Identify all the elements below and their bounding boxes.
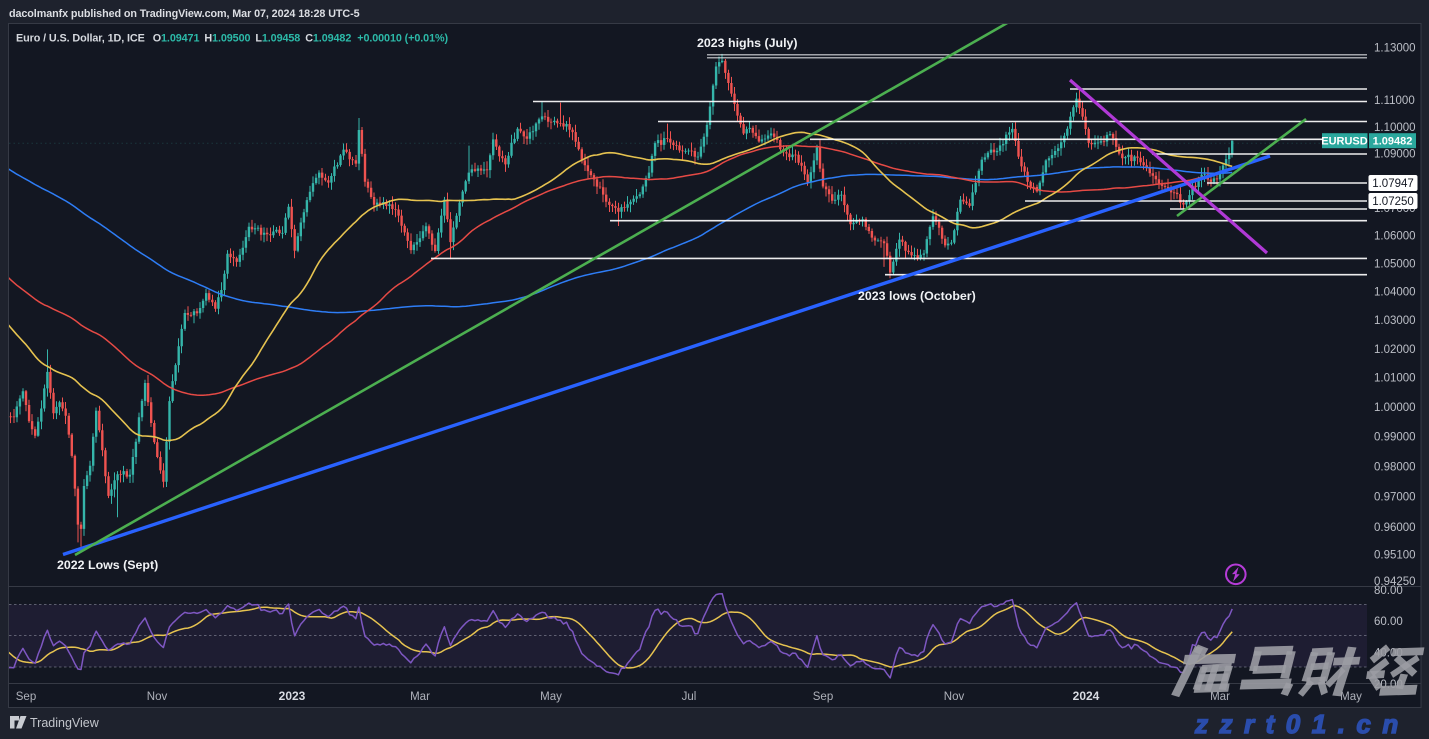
svg-text:2023 lows (October): 2023 lows (October)	[858, 289, 976, 303]
svg-text:EURUSD: EURUSD	[1321, 136, 1368, 148]
svg-text:1.11000: 1.11000	[1374, 95, 1415, 107]
svg-text:80.00: 80.00	[1374, 585, 1403, 597]
svg-text:1.09000: 1.09000	[1374, 149, 1416, 161]
svg-text:dacolmanfx published on Tradin: dacolmanfx published on TradingView.com,…	[9, 8, 360, 20]
svg-text:1.13000: 1.13000	[1374, 43, 1416, 55]
svg-text:1.03000: 1.03000	[1374, 315, 1416, 327]
svg-text:0.96000: 0.96000	[1374, 522, 1416, 534]
svg-text:zzrt01.cn: zzrt01.cn	[1194, 709, 1410, 739]
svg-text:1.00000: 1.00000	[1374, 402, 1416, 414]
svg-text:0.95100: 0.95100	[1374, 550, 1416, 562]
svg-text:60.00: 60.00	[1374, 616, 1403, 628]
svg-text:1.07250: 1.07250	[1372, 196, 1414, 208]
svg-text:2023: 2023	[279, 689, 306, 703]
svg-text:1.09482: 1.09482	[1373, 136, 1413, 148]
svg-text:May: May	[1340, 691, 1362, 703]
svg-text:TradingView: TradingView	[30, 716, 100, 730]
svg-text:Sep: Sep	[813, 691, 833, 703]
svg-text:Mar: Mar	[410, 691, 430, 703]
svg-text:Nov: Nov	[147, 691, 168, 703]
svg-text:May: May	[540, 691, 562, 703]
svg-text:Sep: Sep	[16, 691, 36, 703]
svg-text:0.98000: 0.98000	[1374, 461, 1416, 473]
svg-text:0.97000: 0.97000	[1374, 492, 1416, 504]
svg-text:Mar: Mar	[1210, 691, 1230, 703]
svg-text:1.06000: 1.06000	[1374, 231, 1416, 243]
svg-text:2023 highs (July): 2023 highs (July)	[697, 36, 798, 50]
svg-text:1.10000: 1.10000	[1374, 122, 1416, 134]
svg-text:1.05000: 1.05000	[1374, 259, 1416, 271]
svg-text:0.94250: 0.94250	[1374, 576, 1416, 588]
svg-text:1.07947: 1.07947	[1372, 178, 1414, 190]
svg-text:2024: 2024	[1073, 689, 1100, 703]
svg-text:Nov: Nov	[944, 691, 965, 703]
svg-text:2022 Lows (Sept): 2022 Lows (Sept)	[57, 558, 158, 572]
svg-text:1.02000: 1.02000	[1374, 344, 1416, 356]
svg-text:Jul: Jul	[682, 691, 697, 703]
svg-text:0.99000: 0.99000	[1374, 432, 1416, 444]
svg-text:1.04000: 1.04000	[1374, 287, 1416, 299]
svg-text:1.01000: 1.01000	[1374, 373, 1416, 385]
